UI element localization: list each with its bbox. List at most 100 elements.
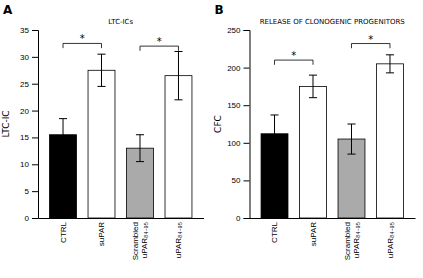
significance-label: * <box>368 34 373 45</box>
tick-label-line: uPAR₈₄₋₉₅ <box>352 222 361 258</box>
tick-label: ScrambleduPAR₈₄₋₉₅ <box>343 222 361 260</box>
tick-label-line: Scrambled <box>131 222 140 260</box>
error-bar <box>270 115 278 153</box>
tick: 50 <box>232 176 250 185</box>
tick: 10 <box>20 160 38 169</box>
tick: 200 <box>227 64 249 73</box>
tick-label: suPAR <box>97 222 106 247</box>
error-cap <box>347 124 355 125</box>
tick: 0 <box>236 214 249 223</box>
tick: 25 <box>20 80 38 89</box>
error-cap <box>386 54 394 55</box>
error-bar <box>136 135 144 162</box>
significance-label: * <box>80 33 85 44</box>
title: LTC-ICs <box>108 18 133 26</box>
tick-mark <box>244 143 250 144</box>
panel: 05101520253035CTRLsuPARScrambleduPAR₈₄₋₉… <box>1 3 204 260</box>
tick-mark <box>32 30 38 31</box>
tick-label: 0 <box>236 214 241 223</box>
x-axis: CTRLsuPARScrambleduPAR₈₄₋₉₅uPAR₈₄₋₉₅ <box>39 219 205 261</box>
error-cap <box>309 75 317 76</box>
error-bar <box>386 55 394 73</box>
tick-label-line: suPAR <box>309 222 318 247</box>
tick-label: uPAR₈₄₋₉₅ <box>386 222 395 258</box>
panel: 050100150200250CTRLsuPARScrambleduPAR₈₄₋… <box>213 3 416 260</box>
tick: 35 <box>20 26 38 35</box>
tick: suPAR <box>309 222 318 247</box>
error-stem <box>274 115 275 153</box>
tick-label: 150 <box>227 101 241 110</box>
tick: 150 <box>227 101 249 110</box>
error-bar <box>97 54 105 86</box>
error-bar <box>347 124 355 154</box>
tick-label-line: CTRL <box>270 221 279 242</box>
error-cap <box>270 152 278 153</box>
tick-label-line: suPAR <box>97 222 106 247</box>
significance-label: * <box>291 50 296 61</box>
error-bar <box>309 75 317 98</box>
error-cap <box>136 134 144 135</box>
tick: 15 <box>20 133 38 142</box>
tick-mark <box>32 111 38 112</box>
tick: 5 <box>25 187 38 196</box>
tick-label: 35 <box>20 26 29 35</box>
error-stem <box>351 124 352 154</box>
error-cap <box>386 72 394 73</box>
tick-mark <box>244 180 250 181</box>
tick-mark <box>32 84 38 85</box>
tick-mark <box>244 68 250 69</box>
error-bar <box>174 51 182 99</box>
tick: 20 <box>20 107 38 116</box>
error-cap <box>136 161 144 162</box>
tick-label: 0 <box>25 214 30 223</box>
tick-label-line: Scrambled <box>343 222 352 260</box>
tick-label-line: CTRL <box>59 221 68 242</box>
tick-mark <box>32 191 38 192</box>
error-cap <box>174 99 182 100</box>
tick-label: uPAR₈₄₋₉₅ <box>174 222 183 258</box>
significance-label: * <box>157 36 162 47</box>
tick-mark <box>32 57 38 58</box>
axis-line <box>39 218 205 219</box>
tick-label: 50 <box>232 176 241 185</box>
panel-label: A <box>3 3 13 17</box>
bar <box>300 86 327 218</box>
tick: 30 <box>20 53 38 62</box>
error-cap <box>174 51 182 52</box>
error-stem <box>313 75 314 98</box>
tick: suPAR <box>97 222 106 247</box>
error-cap <box>97 86 105 87</box>
tick-mark <box>244 30 250 31</box>
error-stem <box>389 55 390 73</box>
tick: ScrambleduPAR₈₄₋₉₅ <box>131 222 149 260</box>
plot-area <box>261 44 403 218</box>
tick-mark <box>32 218 38 219</box>
tick-label: 200 <box>227 64 241 73</box>
tick-label: suPAR <box>309 222 318 247</box>
tick-label: 25 <box>20 80 29 89</box>
y-axis: 0 5 10 15 20 25 30 35 <box>20 26 38 223</box>
tick-label: 5 <box>25 187 30 196</box>
tick: CTRL <box>270 221 279 242</box>
tick-label-line: uPAR₈₄₋₉₅ <box>386 222 395 258</box>
axis-line <box>244 31 251 219</box>
tick-label: CTRL <box>59 221 68 242</box>
title: RELEASE OF CLONOGENIC PROGENITORS <box>260 18 406 26</box>
plot-area <box>50 43 192 218</box>
tick-mark <box>32 137 38 138</box>
tick: 0 <box>25 214 38 223</box>
error-stem <box>101 54 102 86</box>
tick-label: 100 <box>227 139 241 148</box>
tick-label-line: uPAR₈₄₋₉₅ <box>140 222 149 258</box>
y-axis-title: LTC-IC <box>1 110 11 137</box>
tick-label: 15 <box>20 133 29 142</box>
tick: 250 <box>227 26 249 35</box>
error-stem <box>139 135 140 162</box>
tick-label: 30 <box>20 53 29 62</box>
tick: uPAR₈₄₋₉₅ <box>386 222 395 258</box>
y-axis: 0 50 100 150 200 250 <box>227 26 250 223</box>
error-stem <box>63 119 64 151</box>
chart: 05101520253035CTRLsuPARScrambleduPAR₈₄₋₉… <box>0 0 423 278</box>
tick-mark <box>32 164 38 165</box>
tick-label-line: uPAR₈₄₋₉₅ <box>174 222 183 258</box>
